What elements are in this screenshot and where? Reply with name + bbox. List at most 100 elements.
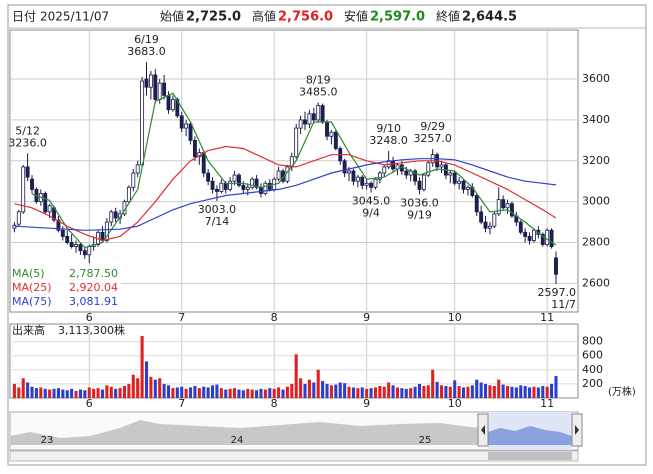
volume-bar	[61, 389, 65, 398]
volume-bar	[197, 388, 201, 398]
annotation-date: 5/12	[15, 124, 40, 137]
scroll-thumb[interactable]	[488, 452, 572, 460]
volume-bar	[395, 387, 400, 398]
candle-body	[316, 105, 321, 121]
volume-bar	[114, 388, 118, 398]
candle-body	[140, 80, 145, 166]
candle-body	[461, 180, 466, 190]
candle-body	[342, 160, 347, 174]
volume-tick-label: 800	[582, 335, 603, 348]
volume-bar	[461, 387, 466, 398]
volume-bar	[523, 386, 527, 398]
volume-bar	[365, 388, 369, 398]
volume-current: 3,113,300株	[58, 323, 125, 337]
low-label: 安値	[344, 9, 368, 24]
y-tick-label: 3000	[582, 195, 610, 208]
candle-body	[157, 82, 162, 100]
annotation-value: 3003.0	[198, 203, 237, 216]
volume-bar	[272, 388, 276, 398]
volume-bar	[39, 387, 43, 398]
candle-body	[215, 188, 219, 192]
volume-bar	[122, 386, 127, 398]
candle-body	[391, 160, 396, 170]
volume-bar	[501, 384, 505, 398]
volume-bar	[26, 382, 30, 398]
candle-body	[30, 178, 34, 190]
candle-body	[74, 244, 78, 248]
volume-bar	[334, 384, 338, 398]
candle-body	[153, 74, 158, 100]
volume-bar	[299, 378, 303, 398]
scrollbar[interactable]	[9, 450, 579, 462]
legend-value: 3,081.91	[69, 295, 118, 308]
volume-bar	[479, 382, 483, 398]
volume-bar	[109, 386, 113, 398]
volume-bar	[307, 379, 311, 398]
volume-bar	[237, 389, 241, 398]
volume-bar	[144, 361, 149, 398]
candle-body	[104, 221, 109, 241]
volume-bar	[497, 379, 501, 398]
y-tick-label: 3600	[582, 72, 610, 85]
candle-body	[483, 221, 488, 229]
candle-body	[219, 182, 224, 192]
candle-body	[82, 250, 87, 256]
volume-bar	[250, 389, 254, 398]
volume-bar	[545, 386, 549, 398]
volume-bar	[506, 386, 510, 398]
volume-bar	[431, 369, 435, 398]
volume-bar	[263, 389, 267, 398]
volume-bar	[131, 374, 135, 398]
candle-body	[492, 213, 497, 227]
high: 2,756.0	[278, 10, 333, 25]
volume-bar	[475, 379, 479, 398]
volume-panel	[9, 323, 579, 399]
navigator-label: 24	[231, 435, 244, 446]
annotation-value: 3257.0	[413, 132, 452, 145]
candle-body	[426, 162, 431, 176]
volume-x-tick-label: 9	[363, 397, 370, 410]
volume-bar	[528, 387, 532, 398]
volume-bar	[347, 386, 351, 398]
ma-line	[14, 145, 557, 242]
x-tick-label: 6	[86, 311, 93, 324]
volume-bar	[391, 385, 395, 398]
volume-bar	[34, 388, 38, 398]
candle-body	[109, 211, 114, 223]
candle-body	[465, 186, 470, 190]
y-tick-label: 3400	[582, 113, 610, 126]
annotation-date: 9/10	[376, 122, 401, 135]
annotation-value: 3248.0	[369, 134, 408, 147]
annotation-value: 3045.0	[352, 194, 391, 207]
volume-bar	[417, 383, 422, 398]
volume-bar	[470, 385, 474, 398]
volume-bar	[136, 378, 140, 398]
candle-body	[47, 205, 52, 213]
volume-bar	[70, 388, 74, 398]
volume-bar	[83, 390, 87, 398]
candle-body	[448, 172, 453, 176]
legend-name: MA(75)	[12, 295, 52, 308]
annotation-value: 3683.0	[127, 45, 166, 58]
candle-body	[78, 244, 83, 252]
volume-bar	[338, 382, 342, 398]
candle-body	[329, 131, 334, 137]
candle-body	[294, 127, 299, 158]
candle-body	[325, 121, 329, 137]
candle-body	[192, 139, 197, 158]
volume-bar	[233, 388, 237, 398]
volume-bar	[21, 378, 25, 398]
volume-bar	[435, 381, 439, 398]
volume-bar	[228, 388, 232, 398]
annotation-value: 3036.0	[400, 196, 439, 209]
candle-body	[479, 211, 484, 223]
volume-bar	[426, 385, 430, 398]
candle-body	[527, 235, 532, 241]
candle-body	[144, 78, 149, 88]
y-tick-label: 3200	[582, 154, 610, 167]
annotation-value: 2597.0	[538, 286, 577, 299]
candle-body	[311, 113, 316, 121]
candle-body	[237, 174, 241, 186]
candle-body	[439, 164, 444, 168]
date-label: 日付	[12, 10, 36, 24]
